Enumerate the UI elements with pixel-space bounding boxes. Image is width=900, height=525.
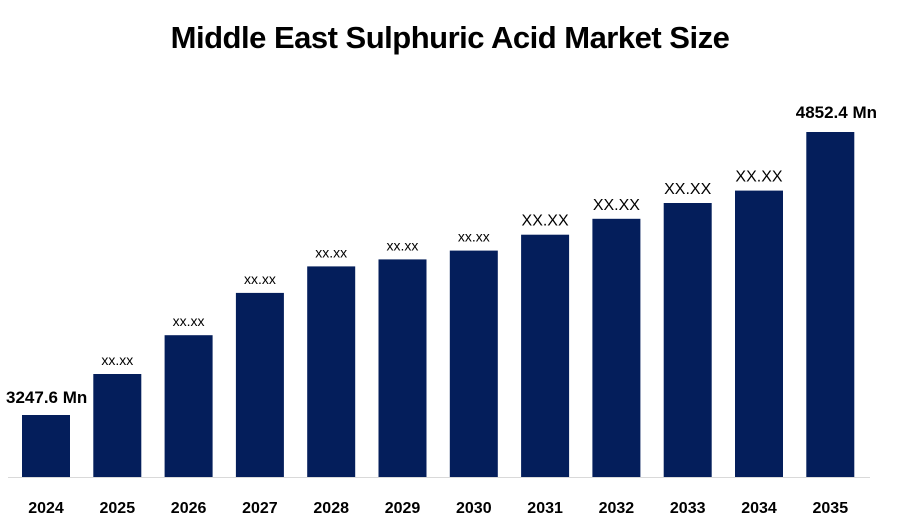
data-label: xx.xx [244, 271, 276, 287]
bar-2031 [521, 234, 570, 477]
x-tick-label: 2035 [813, 500, 849, 517]
data-label: XX.XX [664, 181, 711, 198]
x-tick-label: 2025 [100, 500, 136, 517]
data-label: 3247.6 Mn [6, 388, 87, 407]
x-tick-label: 2027 [242, 500, 278, 517]
data-label: XX.XX [522, 213, 569, 230]
x-tick-label: 2031 [527, 500, 563, 517]
data-label: xx.xx [387, 237, 419, 253]
bar-2029 [378, 259, 427, 477]
x-tick-label: 2032 [599, 500, 635, 517]
x-tick-label: 2024 [28, 500, 64, 517]
bar-2024 [22, 415, 70, 477]
x-tick-label: 2029 [385, 500, 421, 517]
bar-2033 [663, 203, 712, 477]
data-label: xx.xx [101, 352, 133, 368]
bar-2035 [806, 132, 855, 477]
data-label: XX.XX [735, 169, 782, 186]
bar-2034 [735, 190, 783, 477]
bar-2032 [592, 218, 641, 478]
chart-title: Middle East Sulphuric Acid Market Size [170, 20, 730, 55]
x-tick-label: 2030 [456, 500, 492, 517]
bar-2026 [164, 335, 213, 477]
data-label: xx.xx [458, 229, 490, 245]
bar-2028 [307, 266, 356, 477]
x-tick-label: 2026 [171, 500, 207, 517]
data-label: XX.XX [593, 197, 640, 214]
bar-2027 [235, 292, 284, 477]
data-label: xx.xx [173, 313, 205, 329]
bar-2030 [449, 250, 498, 477]
x-tick-label: 2028 [313, 500, 349, 517]
x-tick-label: 2033 [670, 500, 706, 517]
data-label: xx.xx [315, 244, 347, 260]
x-tick-label: 2034 [741, 500, 777, 517]
bar-2025 [93, 374, 142, 477]
data-label: 4852.4 Mn [796, 103, 877, 122]
